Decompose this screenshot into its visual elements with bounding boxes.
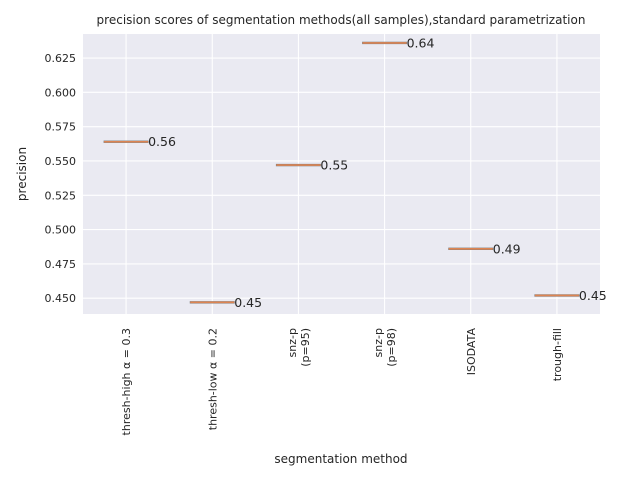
x-tick-label: ISODATA bbox=[465, 328, 478, 376]
x-tick-label-line: thresh-low α = 0.2 bbox=[206, 328, 219, 430]
y-tick-label: 0.625 bbox=[45, 52, 77, 65]
grid-lines bbox=[83, 34, 600, 314]
y-tick-label: 0.600 bbox=[45, 86, 77, 99]
value-labels: 0.56 0.45 0.55 0.64 0.49 0.45 bbox=[148, 35, 607, 309]
y-tick-label: 0.575 bbox=[45, 121, 77, 134]
value-label: 0.49 bbox=[493, 241, 521, 256]
x-tick-label-line: snz-p bbox=[286, 328, 299, 357]
x-tick-label: thresh-low α = 0.2 bbox=[206, 328, 219, 430]
x-tick-label: snz-p (p=95) bbox=[286, 328, 312, 367]
boxes bbox=[103, 41, 580, 304]
y-tick-label: 0.475 bbox=[45, 258, 77, 271]
y-tick-label: 0.450 bbox=[45, 292, 77, 305]
y-axis-label: precision bbox=[15, 147, 29, 201]
x-tick-label-line: (p=95) bbox=[299, 328, 312, 367]
value-label: 0.45 bbox=[579, 288, 607, 303]
x-axis-ticks: thresh-high α = 0.3 thresh-low α = 0.2 snz… bbox=[120, 328, 564, 436]
y-tick-label: 0.525 bbox=[45, 189, 77, 202]
x-tick-label-line: snz-p bbox=[372, 328, 385, 357]
y-axis-ticks: 0.450 0.475 0.500 0.525 0.550 0.575 0.600 0.625 bbox=[45, 52, 77, 305]
value-label: 0.56 bbox=[148, 134, 176, 149]
y-tick-label: 0.550 bbox=[45, 155, 77, 168]
plot-area bbox=[83, 34, 600, 314]
value-label: 0.64 bbox=[407, 35, 435, 50]
x-tick-label-line: trough-fill bbox=[551, 328, 564, 381]
x-axis-label: segmentation method bbox=[274, 452, 407, 466]
x-tick-label-line: ISODATA bbox=[465, 328, 478, 376]
chart-title: precision scores of segmentation methods… bbox=[97, 13, 586, 27]
value-label: 0.45 bbox=[234, 295, 262, 310]
x-tick-label-line: (p=98) bbox=[385, 328, 398, 367]
x-tick-label-line: thresh-high α = 0.3 bbox=[120, 328, 133, 435]
y-tick-label: 0.500 bbox=[45, 224, 77, 237]
x-tick-label: snz-p (p=98) bbox=[372, 328, 398, 367]
x-tick-label: trough-fill bbox=[551, 328, 564, 381]
x-tick-label: thresh-high α = 0.3 bbox=[120, 328, 133, 435]
value-label: 0.55 bbox=[320, 158, 348, 173]
